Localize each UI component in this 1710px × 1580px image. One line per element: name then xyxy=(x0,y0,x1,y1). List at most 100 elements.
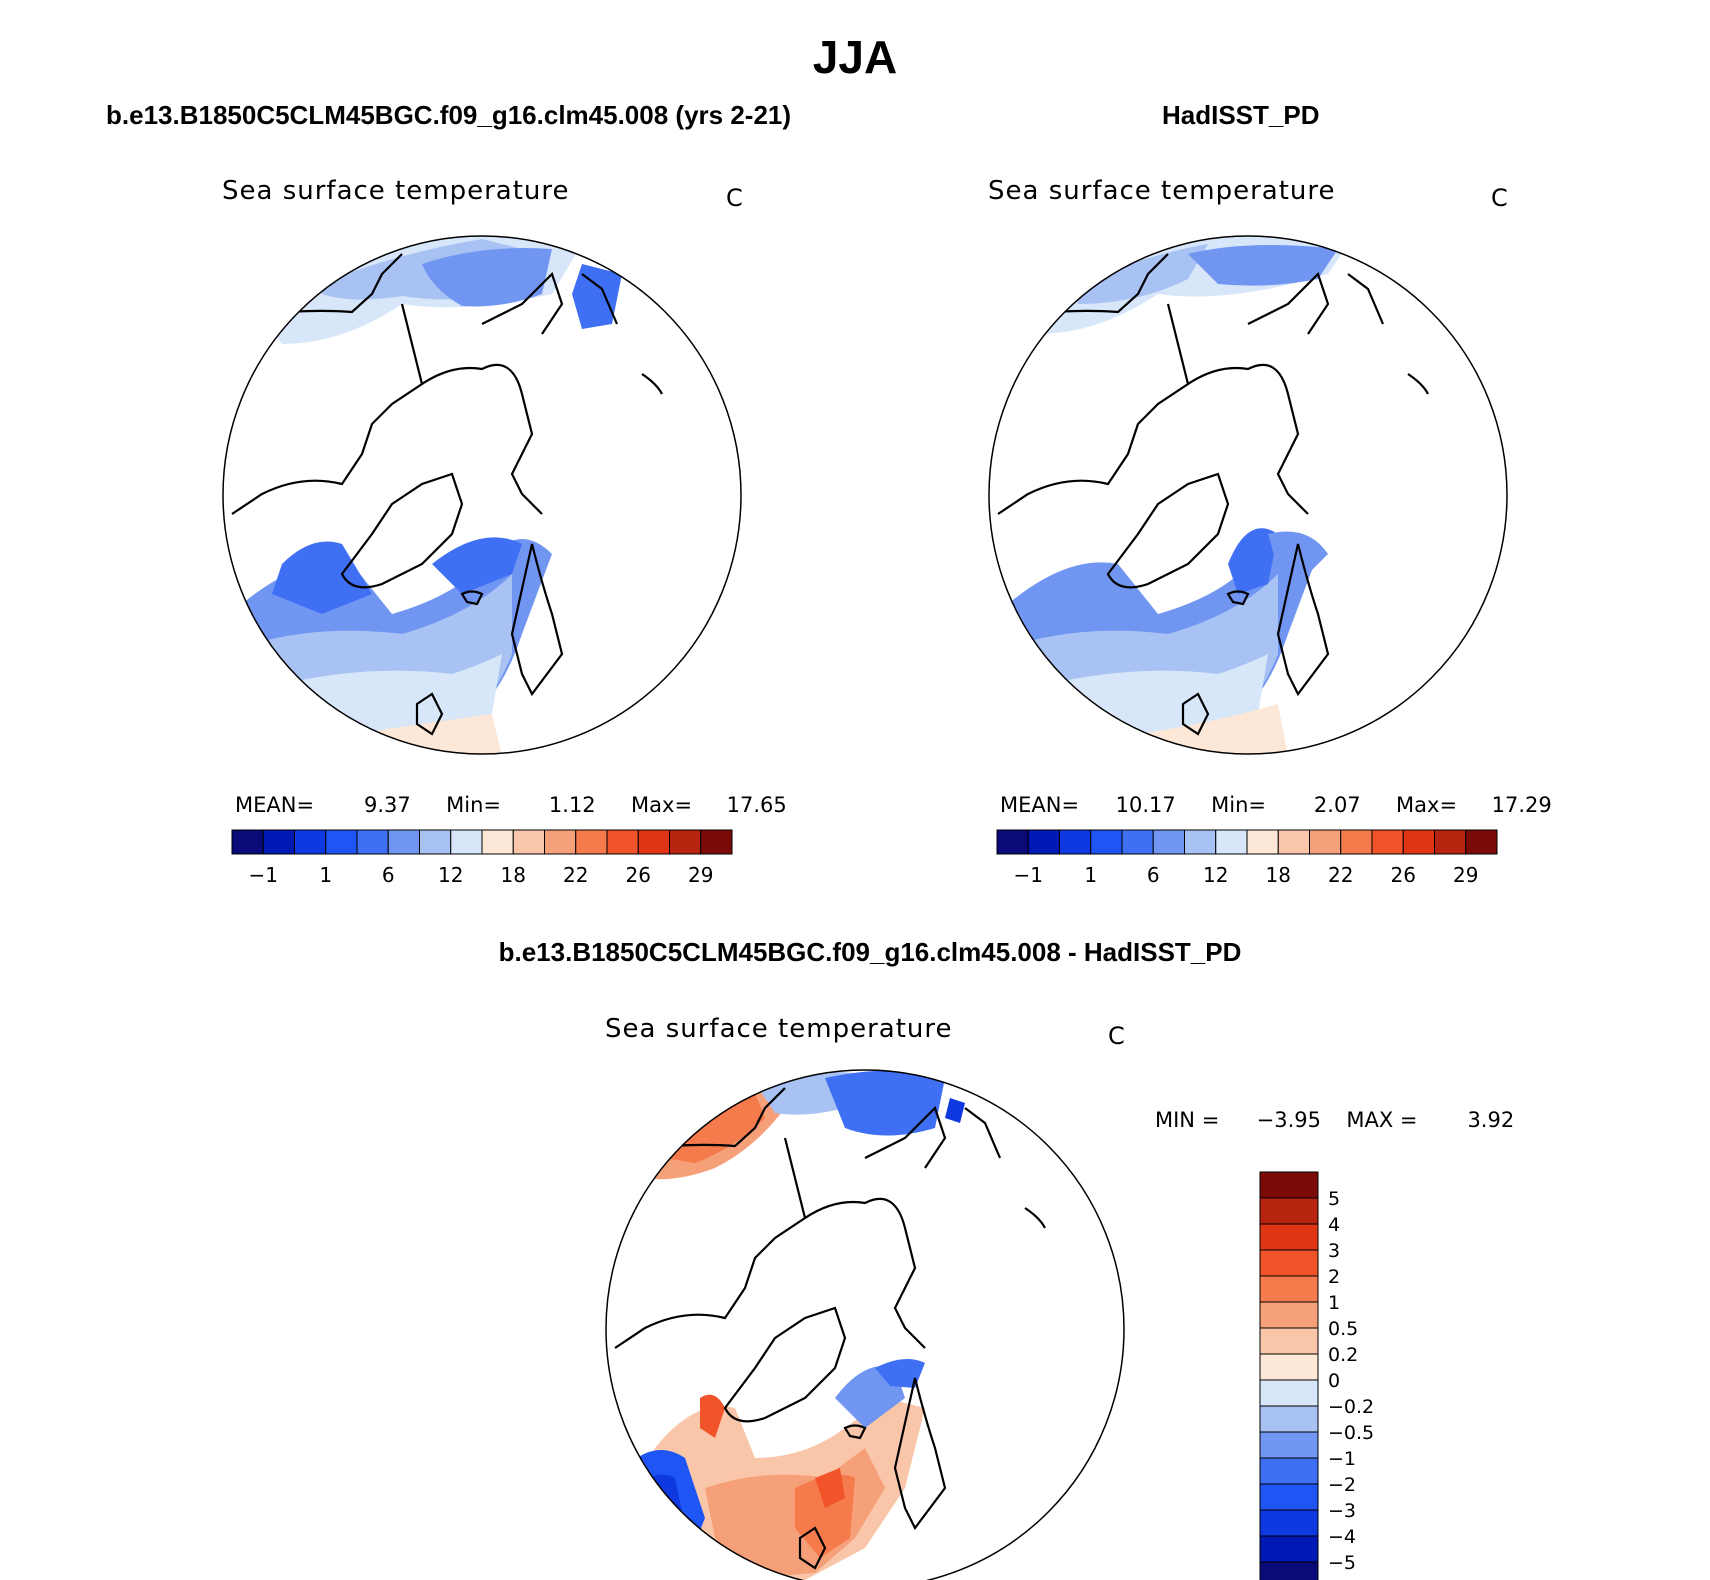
colorbar-swatch xyxy=(1215,829,1248,855)
colorbar-tick-label: 22 xyxy=(1328,863,1353,887)
colorbar-swatch xyxy=(1121,829,1154,855)
panel-1-stats: MEAN= 9.37 Min= 1.12 Max= 17.65 xyxy=(235,793,787,817)
min-value: 2.07 xyxy=(1313,793,1361,817)
colorbar-swatch xyxy=(1259,1405,1319,1433)
colorbar-swatch xyxy=(1259,1483,1319,1511)
panel-3-polar-map xyxy=(605,1069,1125,1580)
colorbar-tick-label: 12 xyxy=(438,863,463,887)
colorbar-swatch xyxy=(387,829,420,855)
colorbar-swatch xyxy=(637,829,670,855)
colorbar-swatch xyxy=(544,829,577,855)
colorbar-swatch xyxy=(1402,829,1435,855)
colorbar-tick-label: −1 xyxy=(1328,1448,1356,1470)
colorbar-swatch xyxy=(1259,1561,1319,1580)
colorbar-swatch xyxy=(1259,1457,1319,1485)
map-boundary-circle xyxy=(605,1069,1125,1580)
colorbar-tick-label: −1 xyxy=(249,863,278,887)
max-value: 17.65 xyxy=(726,793,787,817)
mean-value: 10.17 xyxy=(1115,793,1176,817)
panel-2-title: HadISST_PD xyxy=(1162,100,1320,130)
panel-3-colorbar: 5 4 3 2 1 0.5 0.2 0 −0.2 −0.5 −1 −2 −3 −4 −5 xyxy=(1259,1171,1374,1580)
colorbar-swatch xyxy=(262,829,295,855)
colorbar-tick-label: −0.5 xyxy=(1328,1422,1374,1444)
mean-value: 9.37 xyxy=(363,793,411,817)
max-value: 3.92 xyxy=(1467,1108,1515,1132)
colorbar-tick-label: 29 xyxy=(1453,863,1478,887)
colorbar-tick-label: 3 xyxy=(1328,1240,1340,1262)
panel-2-polar-map xyxy=(988,235,1508,755)
colorbar-swatch xyxy=(1259,1353,1319,1381)
panel-1-colorbar: −1 1 6 12 18 22 26 29 xyxy=(231,829,733,887)
colorbar-swatch xyxy=(669,829,702,855)
colorbar-swatch xyxy=(1259,1223,1319,1251)
panel-3-title: b.e13.B1850C5CLM45BGC.f09_g16.clm45.008 … xyxy=(498,937,1242,967)
colorbar-tick-label: −1 xyxy=(1014,863,1043,887)
colorbar-swatch xyxy=(1259,1509,1319,1537)
map-boundary-circle xyxy=(988,235,1508,755)
colorbar-swatch xyxy=(1246,829,1279,855)
colorbar-swatch xyxy=(700,829,733,855)
panel-3-units: C xyxy=(1108,1022,1125,1050)
colorbar-swatch xyxy=(1090,829,1123,855)
colorbar-swatch xyxy=(1259,1171,1319,1199)
min-label: Min= xyxy=(446,793,501,817)
colorbar-swatch xyxy=(996,829,1029,855)
colorbar-tick-label: 26 xyxy=(626,863,651,887)
colorbar-tick-label: 6 xyxy=(382,863,395,887)
colorbar-swatch xyxy=(1259,1197,1319,1225)
colorbar-tick-label: −3 xyxy=(1328,1500,1356,1522)
colorbar-tick-label: 5 xyxy=(1328,1188,1340,1210)
colorbar-swatch xyxy=(231,829,264,855)
panel-2-variable-label: Sea surface temperature xyxy=(988,176,1336,206)
colorbar-swatch xyxy=(606,829,639,855)
colorbar-swatch xyxy=(1259,1535,1319,1563)
colorbar-tick-label: −0.2 xyxy=(1328,1396,1374,1418)
panel-2-units: C xyxy=(1491,184,1508,212)
mean-label: MEAN= xyxy=(1000,793,1080,817)
colorbar-tick-label: 18 xyxy=(1266,863,1291,887)
max-label: MAX = xyxy=(1346,1108,1418,1132)
colorbar-swatch xyxy=(512,829,545,855)
mean-label: MEAN= xyxy=(235,793,315,817)
colorbar-swatch xyxy=(1371,829,1404,855)
colorbar-swatch xyxy=(1340,829,1373,855)
colorbar-tick-label: 4 xyxy=(1328,1214,1340,1236)
panel-3-variable-label: Sea surface temperature xyxy=(605,1014,953,1044)
main-title: JJA xyxy=(812,31,898,83)
colorbar-tick-label: −5 xyxy=(1328,1552,1356,1574)
colorbar-swatch xyxy=(575,829,608,855)
panel-1-polar-map xyxy=(222,235,742,755)
colorbar-tick-label: 22 xyxy=(563,863,588,887)
colorbar-tick-label: −2 xyxy=(1328,1474,1356,1496)
colorbar-tick-label: 1 xyxy=(319,863,332,887)
colorbar-tick-label: 1 xyxy=(1084,863,1097,887)
max-label: Max= xyxy=(1396,793,1458,817)
colorbar-swatch xyxy=(1309,829,1342,855)
colorbar-tick-label: 12 xyxy=(1203,863,1228,887)
colorbar-swatch xyxy=(1152,829,1185,855)
colorbar-swatch xyxy=(1259,1379,1319,1407)
max-value: 17.29 xyxy=(1491,793,1552,817)
colorbar-swatch xyxy=(356,829,389,855)
panel-1-title: b.e13.B1850C5CLM45BGC.f09_g16.clm45.008 … xyxy=(106,100,792,130)
colorbar-swatch xyxy=(1465,829,1498,855)
colorbar-swatch xyxy=(481,829,514,855)
colorbar-tick-label: 6 xyxy=(1147,863,1160,887)
colorbar-swatch xyxy=(450,829,483,855)
panel-2-colorbar: −1 1 6 12 18 22 26 29 xyxy=(996,829,1498,887)
sst-difference-field xyxy=(606,1070,1124,1580)
colorbar-swatch xyxy=(1027,829,1060,855)
min-value: 1.12 xyxy=(548,793,596,817)
min-label: Min= xyxy=(1211,793,1266,817)
colorbar-swatch xyxy=(294,829,327,855)
colorbar-tick-label: 2 xyxy=(1328,1266,1340,1288)
colorbar-tick-label: 26 xyxy=(1391,863,1416,887)
colorbar-swatch xyxy=(1434,829,1467,855)
colorbar-tick-label: 1 xyxy=(1328,1292,1340,1314)
max-label: Max= xyxy=(631,793,693,817)
colorbar-tick-label: 0 xyxy=(1328,1370,1340,1392)
min-label: MIN = xyxy=(1155,1108,1220,1132)
colorbar-swatch xyxy=(1259,1301,1319,1329)
colorbar-swatch xyxy=(1259,1431,1319,1459)
colorbar-tick-label: −4 xyxy=(1328,1526,1356,1548)
